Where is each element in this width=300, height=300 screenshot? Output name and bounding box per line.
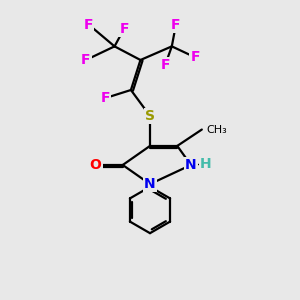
Text: O: O [89,158,101,172]
Text: S: S [145,109,155,123]
Text: F: F [171,17,181,32]
Text: F: F [100,91,110,105]
Text: F: F [119,22,129,36]
Text: N: N [185,158,197,172]
Text: CH₃: CH₃ [206,124,227,134]
Text: F: F [160,58,170,73]
Text: F: F [81,53,91,67]
Text: F: F [84,17,93,32]
Text: H: H [200,157,212,171]
Text: N: N [144,177,156,191]
Text: F: F [190,50,200,64]
